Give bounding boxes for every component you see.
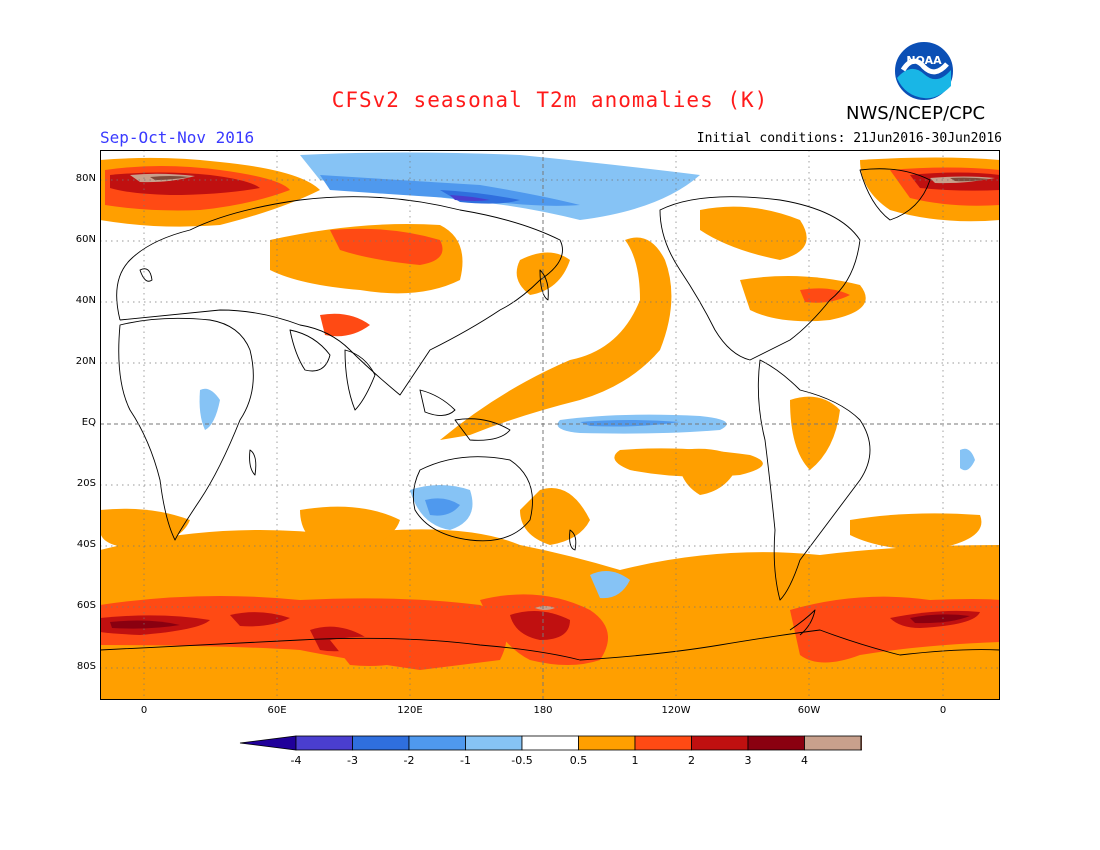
anomaly-region	[740, 276, 866, 322]
coastline	[569, 529, 577, 551]
colorbar-tick-label: -3	[347, 754, 358, 767]
coastline	[139, 268, 153, 282]
t2m-anomaly-map	[100, 150, 1000, 700]
anomaly-region	[960, 448, 975, 471]
coastlines	[100, 168, 1000, 661]
colorbar: -4 -3 -2 -1 -0.5 0.5 1 2 3 4	[239, 735, 862, 767]
longitude-label: 60W	[797, 705, 821, 716]
coastline	[789, 609, 816, 636]
coastline	[118, 317, 254, 541]
colorbar-tick-label: 2	[688, 754, 695, 767]
longitude-label: 0	[140, 705, 148, 716]
latitude-label: 40N	[75, 295, 96, 306]
coastline	[100, 629, 1000, 661]
coastline	[344, 349, 376, 411]
colorbar-tick-label: 0.5	[570, 754, 588, 767]
colorbar-segment	[295, 735, 353, 751]
anomaly-region	[679, 448, 740, 495]
anomaly-region	[300, 506, 400, 550]
anomaly-region	[230, 612, 290, 627]
anomaly-region	[330, 228, 443, 265]
longitude-label: 0	[939, 705, 947, 716]
anomaly-region	[450, 195, 490, 201]
colorbar-tick-label: -1	[460, 754, 471, 767]
colorbar-arrow-low	[239, 735, 297, 751]
colorbar-segment	[352, 735, 410, 751]
colorbar-arrow-high	[860, 735, 862, 751]
anomaly-region	[850, 513, 982, 550]
coastline	[289, 329, 331, 372]
longitude-label: 120E	[397, 705, 423, 716]
colorbar-tick-label: -2	[404, 754, 415, 767]
coastline	[412, 456, 533, 542]
coastline	[116, 196, 563, 396]
noaa-logo-icon: NOAA	[893, 40, 955, 102]
colorbar-tick-label: 3	[745, 754, 752, 767]
anomaly-region	[425, 498, 460, 516]
coastline	[859, 168, 931, 221]
season-label: Sep-Oct-Nov 2016	[100, 128, 255, 147]
longitude-label: 60E	[267, 705, 287, 716]
latitude-label: EQ	[81, 417, 96, 428]
agency-label: NWS/NCEP/CPC	[846, 103, 986, 124]
colorbar-tick-label: -4	[291, 754, 302, 767]
latitude-label: 80N	[75, 173, 96, 184]
coastline	[454, 418, 511, 441]
anomaly-region	[700, 206, 807, 260]
anomaly-region	[150, 176, 190, 180]
latitude-label: 20S	[76, 478, 96, 489]
colorbar-segment	[747, 735, 805, 751]
coastline	[659, 196, 861, 361]
colorbar-segment	[804, 735, 862, 751]
gridlines	[100, 150, 1000, 700]
coastline	[539, 269, 549, 301]
colorbar-segment	[691, 735, 749, 751]
colorbar-segment	[408, 735, 466, 751]
anomaly-fields	[100, 152, 1000, 700]
coastline	[757, 359, 871, 601]
latitude-label: 20N	[75, 356, 96, 367]
chart-title: CFSv2 seasonal T2m anomalies (K)	[331, 88, 769, 112]
anomaly-region	[320, 175, 580, 206]
anomaly-region	[300, 152, 700, 220]
latitude-label: 80S	[76, 661, 96, 672]
colorbar-segment	[634, 735, 692, 751]
latitude-label: 40S	[76, 539, 96, 550]
anomaly-region	[800, 288, 850, 303]
latitude-label: 60S	[76, 600, 96, 611]
colorbar-tick-label: -0.5	[511, 754, 532, 767]
anomaly-region	[790, 396, 840, 470]
anomaly-region	[440, 237, 672, 440]
latitude-label: 60N	[75, 234, 96, 245]
anomaly-region	[910, 614, 970, 624]
coastline	[419, 389, 456, 416]
initial-conditions-label: Initial conditions: 21Jun2016-30Jun2016	[696, 131, 1002, 146]
anomaly-region	[110, 620, 180, 629]
anomaly-region	[520, 488, 590, 545]
anomaly-region	[580, 420, 680, 427]
svg-text:NOAA: NOAA	[906, 54, 942, 67]
anomaly-region	[510, 611, 570, 640]
colorbar-tick-label: 1	[632, 754, 639, 767]
coastline	[249, 449, 257, 476]
colorbar-segment	[521, 735, 579, 751]
anomaly-region	[590, 571, 630, 599]
anomaly-region	[199, 388, 220, 430]
anomaly-region	[950, 177, 990, 182]
longitude-label: 120W	[661, 705, 691, 716]
colorbar-segment	[465, 735, 523, 751]
colorbar-segment	[578, 735, 636, 751]
anomaly-region	[330, 636, 430, 666]
anomaly-region	[320, 313, 370, 337]
longitude-label: 180	[533, 705, 553, 716]
colorbar-tick-label: 4	[801, 754, 808, 767]
